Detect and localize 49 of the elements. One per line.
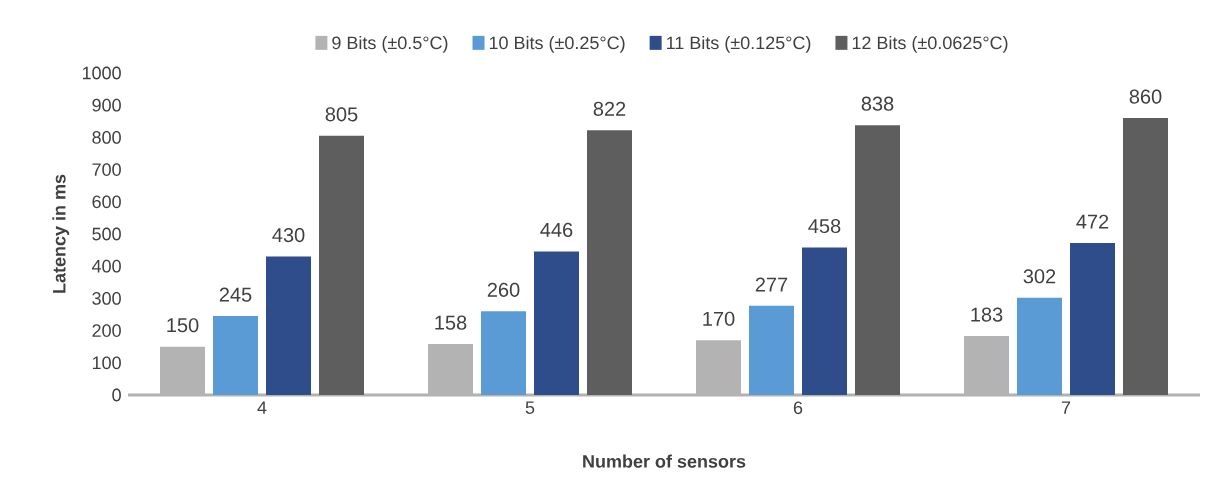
y-axis-title: Latency in ms: [52, 174, 70, 293]
data-label: 245: [219, 287, 252, 302]
data-label: 838: [861, 96, 894, 111]
bar: [1123, 118, 1168, 395]
bar: [534, 251, 579, 395]
y-tick-label: 700: [92, 163, 121, 176]
data-label: 158: [435, 315, 467, 330]
bar: [266, 256, 312, 395]
legend-label: 10 Bits (±0.25°C): [489, 35, 625, 53]
bar: [1070, 243, 1115, 395]
legend-label: 12 Bits (±0.0625°C): [852, 35, 1008, 53]
bar: [319, 135, 364, 395]
data-label: 805: [325, 107, 358, 122]
bar: [802, 247, 847, 395]
bar: [1017, 297, 1062, 395]
x-tick-label: 6: [793, 401, 803, 415]
bar: [587, 130, 632, 395]
data-label: 822: [593, 101, 626, 116]
y-tick-label: 400: [91, 259, 121, 273]
data-label: 183: [971, 307, 1003, 322]
y-tick-label: 200: [92, 324, 121, 337]
x-tick-label: 7: [1061, 401, 1071, 414]
y-tick-label: 800: [92, 131, 121, 144]
y-tick-label: 1000: [82, 66, 121, 80]
data-label: 430: [272, 227, 305, 243]
bar: [855, 125, 900, 395]
data-label: 277: [755, 277, 788, 292]
bar: [213, 316, 258, 395]
y-tick-label: 500: [92, 227, 121, 241]
data-label: 860: [1129, 89, 1162, 104]
data-label: 458: [808, 218, 841, 234]
data-label: 446: [540, 222, 573, 237]
x-tick-label: 5: [525, 401, 535, 414]
y-tick-label: 100: [92, 356, 121, 370]
x-axis-title: Number of sensors: [583, 454, 746, 468]
y-tick-label: 300: [92, 292, 121, 305]
bar: [749, 305, 794, 395]
y-tick-label: 900: [92, 98, 121, 112]
y-tick-label: 0: [112, 388, 121, 402]
legend-label: 11 Bits (±0.125°C): [667, 35, 811, 53]
bar: [481, 311, 526, 395]
y-tick-label: 600: [92, 195, 121, 209]
data-label: 472: [1076, 214, 1109, 229]
data-label: 260: [487, 282, 520, 297]
legend-label: 9 Bits (±0.5°C): [332, 35, 448, 53]
data-label: 150: [167, 318, 199, 333]
data-label: 170: [703, 311, 735, 326]
x-tick-label: 4: [257, 401, 267, 414]
data-label: 302: [1023, 269, 1056, 284]
